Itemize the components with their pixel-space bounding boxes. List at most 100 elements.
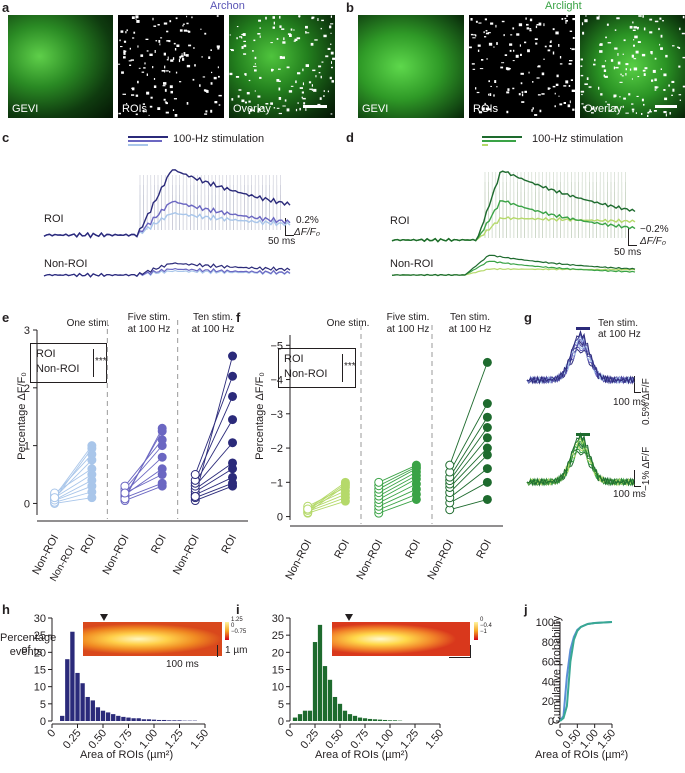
y-tick-label: 5 — [40, 699, 46, 711]
roi-dot — [527, 49, 530, 52]
roi-dot — [472, 37, 475, 38]
roi-dot — [481, 59, 483, 61]
archon-rois-image: ROIs — [118, 15, 224, 118]
roi-dot — [589, 86, 592, 88]
roi-dot — [166, 31, 168, 33]
roi-dot — [581, 75, 584, 76]
roi-dot — [237, 26, 239, 27]
roi-dot — [572, 18, 575, 20]
roi-dot — [164, 70, 165, 73]
non-roi-point — [51, 494, 59, 502]
roi-dot — [572, 90, 575, 92]
roi-dot — [485, 18, 487, 20]
non-roi-point — [304, 507, 312, 515]
pair-line — [379, 479, 417, 500]
roi-dot — [167, 59, 169, 60]
roi-dot — [330, 44, 331, 45]
roi-dot — [677, 47, 679, 48]
roi-point — [412, 463, 420, 471]
hist-bar — [368, 719, 372, 721]
roi-dot — [486, 33, 489, 35]
roi-dot — [184, 55, 187, 56]
roi-dot — [164, 53, 166, 56]
roi-dot — [176, 45, 179, 48]
pair-line — [450, 362, 488, 465]
x-tick-label: 1.00 — [578, 727, 601, 751]
roi-dot — [550, 41, 551, 43]
roi-point — [158, 436, 166, 444]
pair-line — [379, 465, 417, 482]
roi-dot — [328, 91, 329, 93]
y-tick-label: 25 — [272, 630, 284, 642]
roi-dot — [678, 66, 680, 68]
xlabel-h: Area of ROIs (µm²) — [80, 749, 173, 761]
hist-bar — [157, 720, 161, 721]
roi-dot — [243, 41, 246, 42]
roi-dot — [565, 20, 568, 22]
x-label-non-roi: Non-ROI — [101, 533, 132, 577]
roi-dot — [671, 95, 673, 96]
roi-dot — [628, 93, 630, 95]
roi-point — [229, 479, 237, 487]
roi-dot — [625, 63, 628, 65]
roi-dot — [173, 109, 174, 111]
roi-dot — [663, 111, 666, 113]
scale-pct-c: 0.2% — [296, 215, 319, 226]
x-label-roi: ROI — [219, 533, 239, 556]
roi-dot — [634, 26, 637, 28]
roi-dot — [535, 43, 537, 45]
roi-dot — [165, 89, 167, 92]
roi-dot — [302, 92, 304, 94]
roi-dot — [581, 65, 583, 67]
roi-dot — [136, 19, 137, 20]
roi-dot — [573, 37, 575, 39]
roi-dot — [540, 110, 542, 113]
non-roi-point — [191, 479, 199, 487]
roi-dot — [279, 113, 282, 114]
roi-dot — [180, 29, 183, 31]
roi-dot — [142, 72, 145, 73]
roi-dot — [120, 46, 123, 47]
roi-point — [341, 480, 349, 488]
roi-dot — [643, 104, 645, 106]
roi-dot — [214, 101, 217, 103]
hist-bar — [363, 718, 367, 721]
roi-dot — [569, 63, 572, 65]
roi-dot — [654, 79, 656, 82]
roi-dot — [230, 34, 231, 35]
stim-label-d: 100-Hz stimulation — [532, 133, 623, 145]
roi-dot — [186, 23, 188, 25]
roi-dot — [637, 76, 639, 77]
scale-time-d: 50 ms — [614, 247, 641, 258]
non-roi-point — [191, 476, 199, 484]
roi-point — [229, 352, 237, 360]
hist-bar — [378, 720, 382, 721]
roi-dot — [507, 88, 509, 91]
roi-dot — [321, 28, 322, 29]
roi-dot — [297, 37, 301, 39]
roi-dot — [164, 99, 166, 101]
roi-dot — [478, 45, 481, 47]
roi-dot — [623, 54, 624, 55]
roi-point — [229, 482, 237, 490]
roi-dot — [585, 15, 586, 16]
pair-line — [450, 448, 488, 487]
y-tick-label: 15 — [34, 665, 46, 677]
roi-dot — [633, 30, 636, 31]
roi-dot — [637, 96, 639, 97]
inset-heatmap-h — [83, 622, 222, 656]
roi-point — [483, 478, 491, 486]
non-roi-point — [446, 468, 454, 476]
colorbar-i-bot: −1 — [480, 629, 487, 635]
sig-e: *** — [95, 356, 107, 367]
y-tick-label: 15 — [272, 665, 284, 677]
g-trace — [527, 347, 634, 383]
roi-point — [483, 451, 491, 459]
non-roi-point — [375, 509, 383, 517]
roi-dot — [556, 84, 559, 86]
roi-dot — [131, 94, 134, 96]
roi-dot — [537, 24, 539, 25]
non-roi-point — [375, 485, 383, 493]
roi-dot — [670, 112, 671, 115]
roi-dot — [605, 60, 606, 61]
